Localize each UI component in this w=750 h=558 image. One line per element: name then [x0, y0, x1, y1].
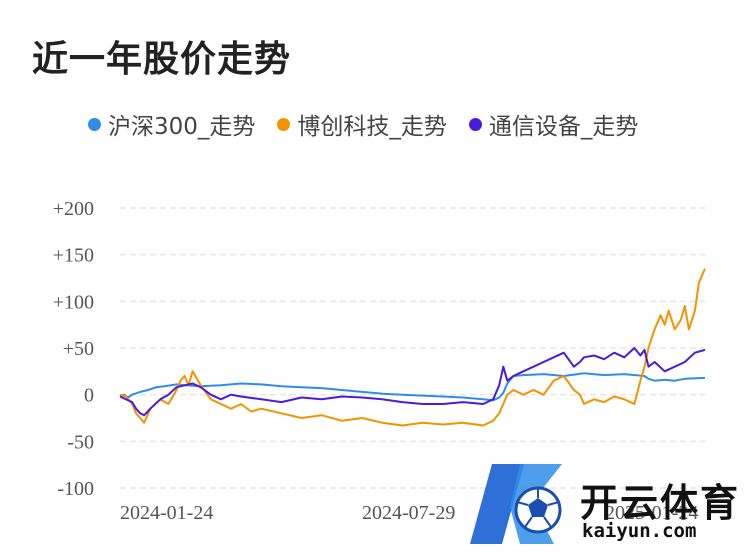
- legend-item-bochuang[interactable]: 博创科技_走势: [277, 107, 447, 141]
- legend-item-hs300[interactable]: 沪深300_走势: [88, 107, 255, 141]
- series-lines: [119, 268, 706, 427]
- y-tick-label: -50: [67, 431, 94, 453]
- x-axis-ticks: 2024-01-24 2024-07-29 2025-01-24: [120, 502, 698, 524]
- chart-legend: 沪深300_走势 博创科技_走势 通信设备_走势: [88, 108, 638, 140]
- series-line-0[interactable]: [119, 372, 706, 402]
- legend-dot-icon: [88, 117, 101, 131]
- x-tick-label: 2024-01-24: [120, 502, 213, 524]
- y-tick-label: +200: [53, 198, 94, 220]
- y-tick-label: -100: [57, 478, 94, 500]
- legend-item-telecom[interactable]: 通信设备_走势: [468, 107, 639, 141]
- legend-label: 通信设备_走势: [488, 114, 639, 140]
- grid-lines: [120, 207, 705, 489]
- soccer-ball-icon: [470, 464, 562, 544]
- y-tick-label: +100: [53, 291, 94, 313]
- page-title: 近一年股价走势: [32, 39, 292, 80]
- watermark-domain: kaiyun.com: [582, 520, 697, 542]
- watermark-logo: 开云体育 kaiyun.com: [462, 452, 747, 552]
- y-tick-label: 0: [84, 385, 94, 407]
- x-tick-label: 2025-01-24: [605, 502, 698, 524]
- x-tick-label: 2024-07-29: [362, 502, 455, 524]
- y-axis-ticks: +200 +150 +100 +50 0 -50 -100: [53, 198, 94, 500]
- series-line-1[interactable]: [119, 268, 706, 427]
- y-tick-label: +150: [53, 245, 94, 267]
- legend-label: 沪深300_走势: [108, 114, 256, 140]
- series-line-2[interactable]: [119, 347, 706, 417]
- legend-dot-icon: [468, 117, 482, 131]
- watermark-name: 开云体育: [580, 481, 741, 525]
- legend-dot-icon: [277, 117, 291, 131]
- y-tick-label: +50: [63, 338, 94, 360]
- legend-label: 博创科技_走势: [297, 114, 447, 140]
